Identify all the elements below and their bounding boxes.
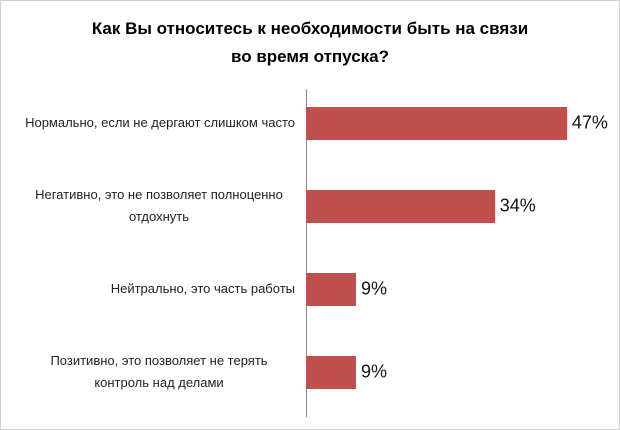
value-label: 47%	[571, 112, 608, 133]
value-label: 34%	[499, 195, 536, 216]
value-label: 9%	[360, 278, 387, 299]
category-label: Позитивно, это позволяет не терять контр…	[50, 353, 268, 390]
bar	[306, 189, 495, 223]
value-label: 9%	[360, 361, 387, 382]
category-label-box: Позитивно, это позволяет не терять контр…	[11, 350, 295, 394]
bar	[306, 272, 356, 306]
chart-title: Как Вы относитесь к необходимости быть н…	[91, 19, 529, 66]
category-label: Негативно, это не позволяет полноценно о…	[35, 187, 283, 224]
bar	[306, 106, 567, 140]
bar	[306, 355, 356, 389]
category-label-box: Негативно, это не позволяет полноценно о…	[11, 184, 295, 228]
category-label: Нормально, если не дергают слишком часто	[25, 115, 295, 130]
category-label-box: Нормально, если не дергают слишком часто	[11, 112, 295, 134]
category-label-box: Нейтрально, это часть работы	[11, 278, 295, 300]
category-axis	[306, 89, 307, 417]
category-label: Нейтрально, это часть работы	[110, 281, 295, 296]
